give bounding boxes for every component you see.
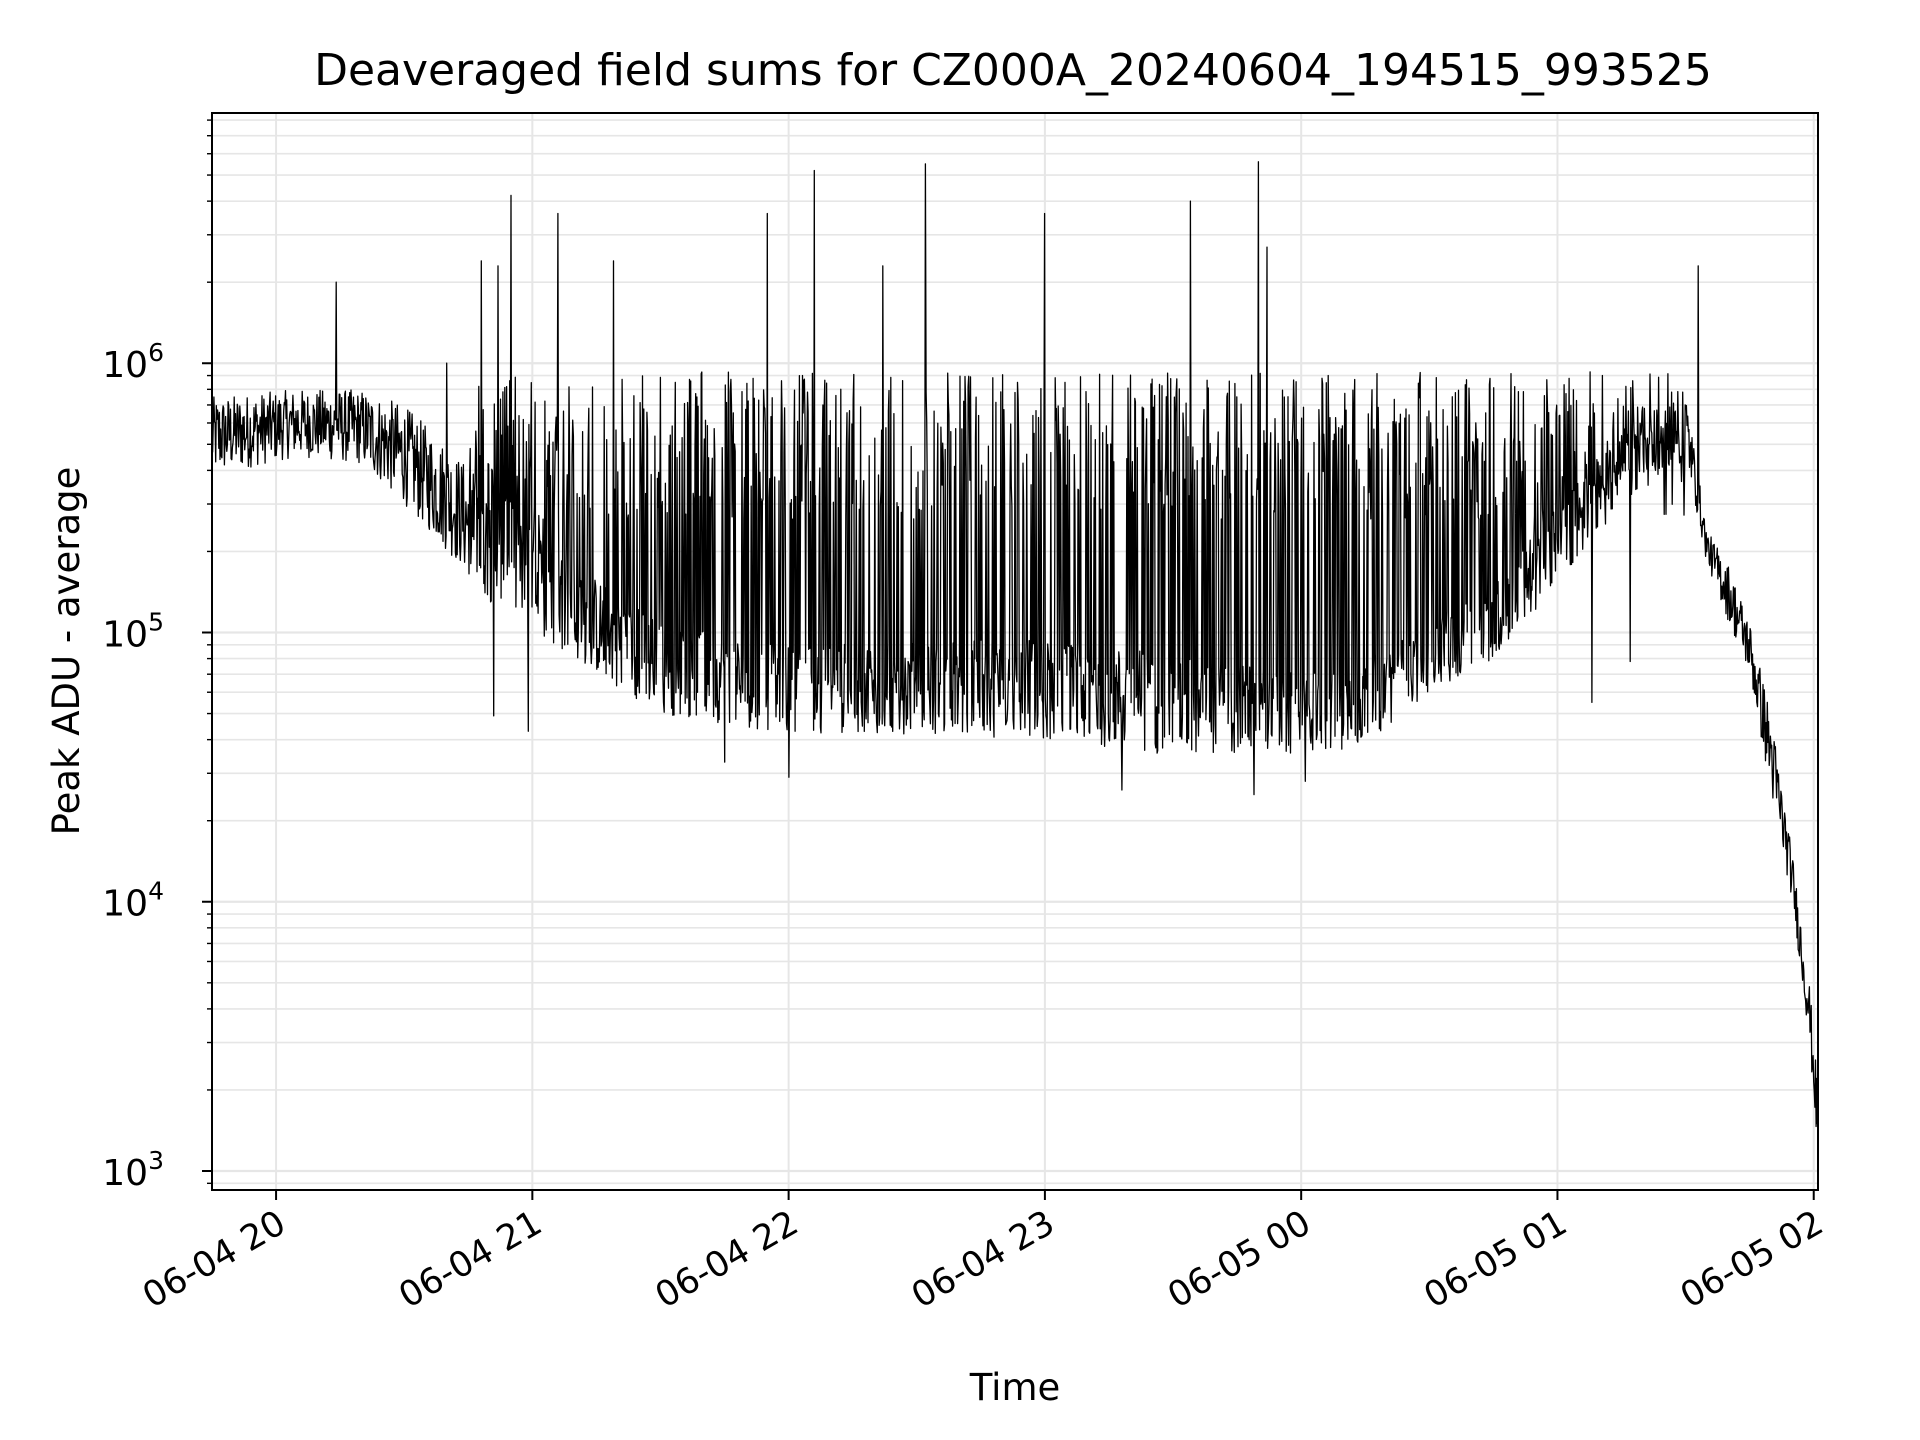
plot-frame: [211, 112, 1819, 1191]
y-tick-label: 104: [102, 877, 164, 925]
y-tick-label: 103: [102, 1146, 164, 1194]
x-axis-label: Time: [969, 1366, 1061, 1409]
y-axis: 103 104 105 106: [102, 119, 212, 1194]
data-line: [211, 161, 1819, 1128]
y-tick-label: 106: [102, 338, 164, 386]
y-axis-label: Peak ADU - average: [45, 467, 88, 836]
series-line: [211, 161, 1819, 1128]
y-tick-label: 105: [102, 607, 164, 655]
chart-title: Deaveraged field sums for CZ000A_2024060…: [314, 45, 1712, 96]
